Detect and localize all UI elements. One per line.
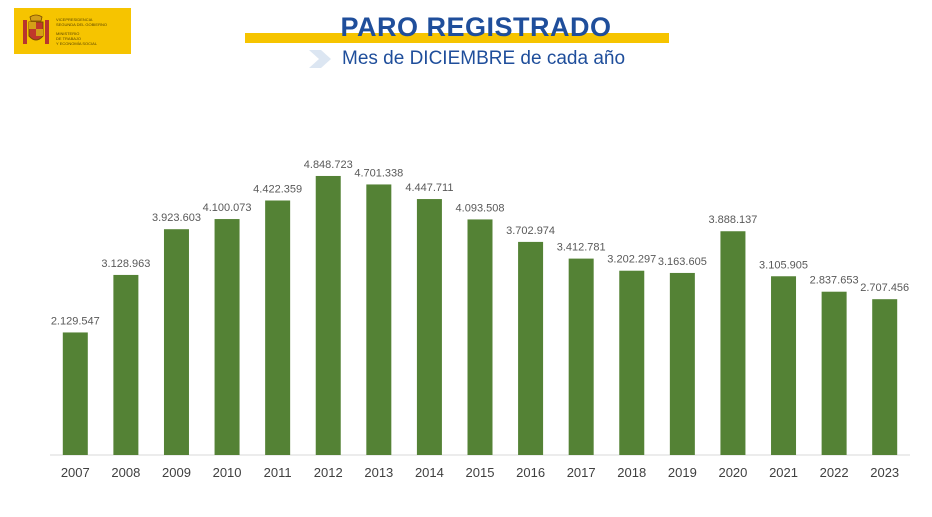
- bar-2017: [568, 258, 594, 455]
- x-tick-label-2021: 2021: [769, 465, 798, 480]
- x-tick-label-2014: 2014: [415, 465, 444, 480]
- chevron-right-icon: [309, 50, 331, 68]
- bar-2015: [467, 219, 493, 455]
- page-title: PARO REGISTRADO: [340, 12, 612, 42]
- x-tick-label-2009: 2009: [162, 465, 191, 480]
- data-label-2010: 4.100.073: [203, 202, 252, 214]
- bar-2019: [669, 272, 695, 455]
- x-tick-label-2023: 2023: [870, 465, 899, 480]
- data-label-2023: 2.707.456: [860, 282, 909, 294]
- data-label-2007: 2.129.547: [51, 315, 100, 327]
- data-label-2014: 4.447.711: [405, 182, 453, 194]
- logo-line: Segunda del Gobierno: [56, 21, 107, 27]
- x-tick-label-2013: 2013: [364, 465, 393, 480]
- data-label-2009: 3.923.603: [152, 212, 201, 224]
- page-subtitle: Mes de DICIEMBRE de cada año: [342, 48, 626, 69]
- logo-line: Vicepresidencia: [56, 16, 93, 22]
- data-label-2019: 3.163.605: [658, 256, 707, 268]
- bar-2023: [872, 299, 898, 455]
- bar-2011: [265, 200, 291, 455]
- bars-group: 2.129.547 2007 3.128.963 2008 3.923.603 2009 4…: [51, 159, 909, 480]
- bar-2010: [214, 219, 240, 455]
- data-label-2013: 4.701.338: [354, 167, 403, 179]
- x-tick-label-2008: 2008: [111, 465, 140, 480]
- data-label-2022: 2.837.653: [810, 275, 859, 287]
- logo-text: Vicepresidencia Segunda del Gobierno Min…: [56, 17, 107, 46]
- logo-line: y Economía Social: [56, 40, 98, 46]
- bar-2009: [163, 229, 189, 455]
- x-tick-label-2015: 2015: [466, 465, 495, 480]
- x-tick-label-2016: 2016: [516, 465, 545, 480]
- data-label-2018: 3.202.297: [607, 254, 656, 266]
- x-tick-label-2012: 2012: [314, 465, 343, 480]
- bar-2018: [619, 270, 645, 455]
- data-label-2015: 4.093.508: [456, 202, 505, 214]
- x-tick-label-2017: 2017: [567, 465, 596, 480]
- data-label-2012: 4.848.723: [304, 159, 353, 171]
- x-tick-label-2022: 2022: [820, 465, 849, 480]
- x-tick-label-2018: 2018: [617, 465, 646, 480]
- bar-2016: [518, 241, 544, 455]
- data-label-2017: 3.412.781: [557, 242, 606, 254]
- bar-2020: [720, 231, 746, 455]
- logo-line: Ministerio: [56, 30, 80, 36]
- data-label-2021: 3.105.905: [759, 259, 808, 271]
- bar-2012: [315, 175, 341, 455]
- x-tick-label-2020: 2020: [718, 465, 747, 480]
- data-label-2011: 4.422.359: [253, 184, 302, 196]
- data-label-2008: 3.128.963: [101, 258, 150, 270]
- x-tick-label-2011: 2011: [264, 465, 292, 480]
- title-underline-band: [245, 33, 669, 43]
- data-label-2020: 3.888.137: [708, 214, 757, 226]
- bar-2014: [416, 199, 442, 455]
- x-tick-label-2019: 2019: [668, 465, 697, 480]
- x-tick-label-2007: 2007: [61, 465, 90, 480]
- bar-2007: [62, 332, 88, 455]
- bar-2013: [366, 184, 392, 456]
- data-label-2016: 3.702.974: [506, 225, 555, 237]
- coat-of-arms-icon: [23, 14, 49, 44]
- x-tick-label-2010: 2010: [213, 465, 242, 480]
- ministry-logo: Vicepresidencia Segunda del Gobierno Min…: [14, 8, 131, 54]
- bar-2021: [771, 276, 797, 455]
- bar-2022: [821, 291, 847, 455]
- bar-2008: [113, 274, 139, 455]
- logo-line: de Trabajo: [56, 35, 82, 41]
